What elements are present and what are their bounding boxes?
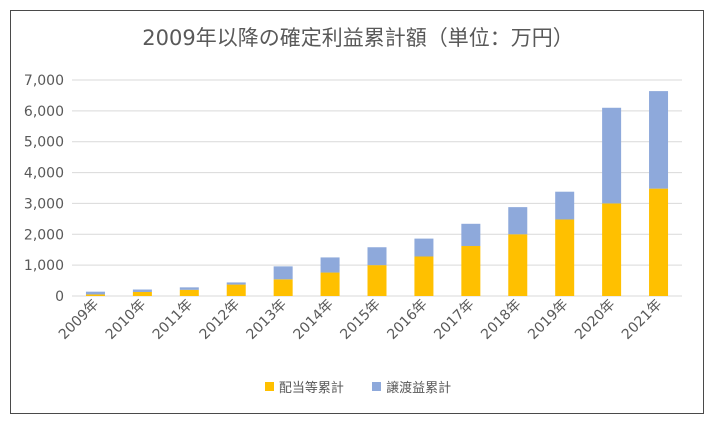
x-tick-label: 2011年 [150,297,196,343]
bar-dividends [555,219,575,296]
bar-capital-gains [320,257,340,273]
legend-item-capital-gains: 譲渡益累計 [372,377,451,396]
x-tick-label: 2010年 [103,297,149,343]
bar-capital-gains [461,223,481,247]
bar-capital-gains [273,266,293,280]
x-tick-label: 2016年 [384,297,430,343]
bar-dividends [85,294,105,296]
bar-dividends [414,256,434,296]
legend-swatch-dividends [264,382,274,391]
y-tick-label: 3,000 [24,196,64,212]
bar-capital-gains [85,291,105,295]
y-tick-label: 1,000 [24,258,64,274]
legend-item-dividends: 配当等累計 [264,377,344,396]
y-tick-label: 4,000 [24,166,64,182]
chart-legend: 配当等累計 譲渡益累計 [0,377,716,396]
bar-dividends [367,265,387,296]
bar-capital-gains [367,247,387,266]
x-tick-label: 2019年 [525,297,571,343]
bar-capital-gains [226,282,246,285]
bar-dividends [132,291,152,296]
y-tick-label: 2,000 [24,227,64,243]
bar-capital-gains [179,287,199,290]
bar-capital-gains [555,191,575,220]
legend-label-dividends: 配当等累計 [278,381,344,396]
y-tick-label: 0 [55,289,64,305]
bar-dividends [461,246,481,296]
chart-frame [10,10,704,414]
y-tick-label: 6,000 [24,104,64,120]
x-tick-label: 2015年 [337,297,383,343]
legend-swatch-capital-gains [372,382,382,391]
bar-dividends [273,279,293,296]
y-tick-label: 7,000 [24,73,64,89]
bar-dividends [179,289,199,296]
bar-capital-gains [508,207,528,235]
x-tick-label: 2018年 [478,297,524,343]
bar-dividends [508,234,528,296]
chart-title: 2009年以降の確定利益累計額（単位：万円） [142,26,574,50]
bar-capital-gains [132,289,152,292]
bar-capital-gains [649,91,669,189]
x-tick-label: 2013年 [244,297,290,343]
x-tick-label: 2021年 [619,297,665,343]
bar-capital-gains [414,238,434,257]
x-tick-label: 2014年 [290,297,336,343]
bar-capital-gains [602,107,622,204]
x-tick-label: 2017年 [431,297,477,343]
y-tick-label: 5,000 [24,135,64,151]
bar-dividends [320,272,340,296]
legend-label-capital-gains: 譲渡益累計 [386,381,452,396]
bar-dividends [649,188,669,296]
x-tick-label: 2012年 [197,297,243,343]
bar-dividends [226,284,246,296]
x-tick-label: 2020年 [572,297,618,343]
bar-dividends [602,203,622,296]
